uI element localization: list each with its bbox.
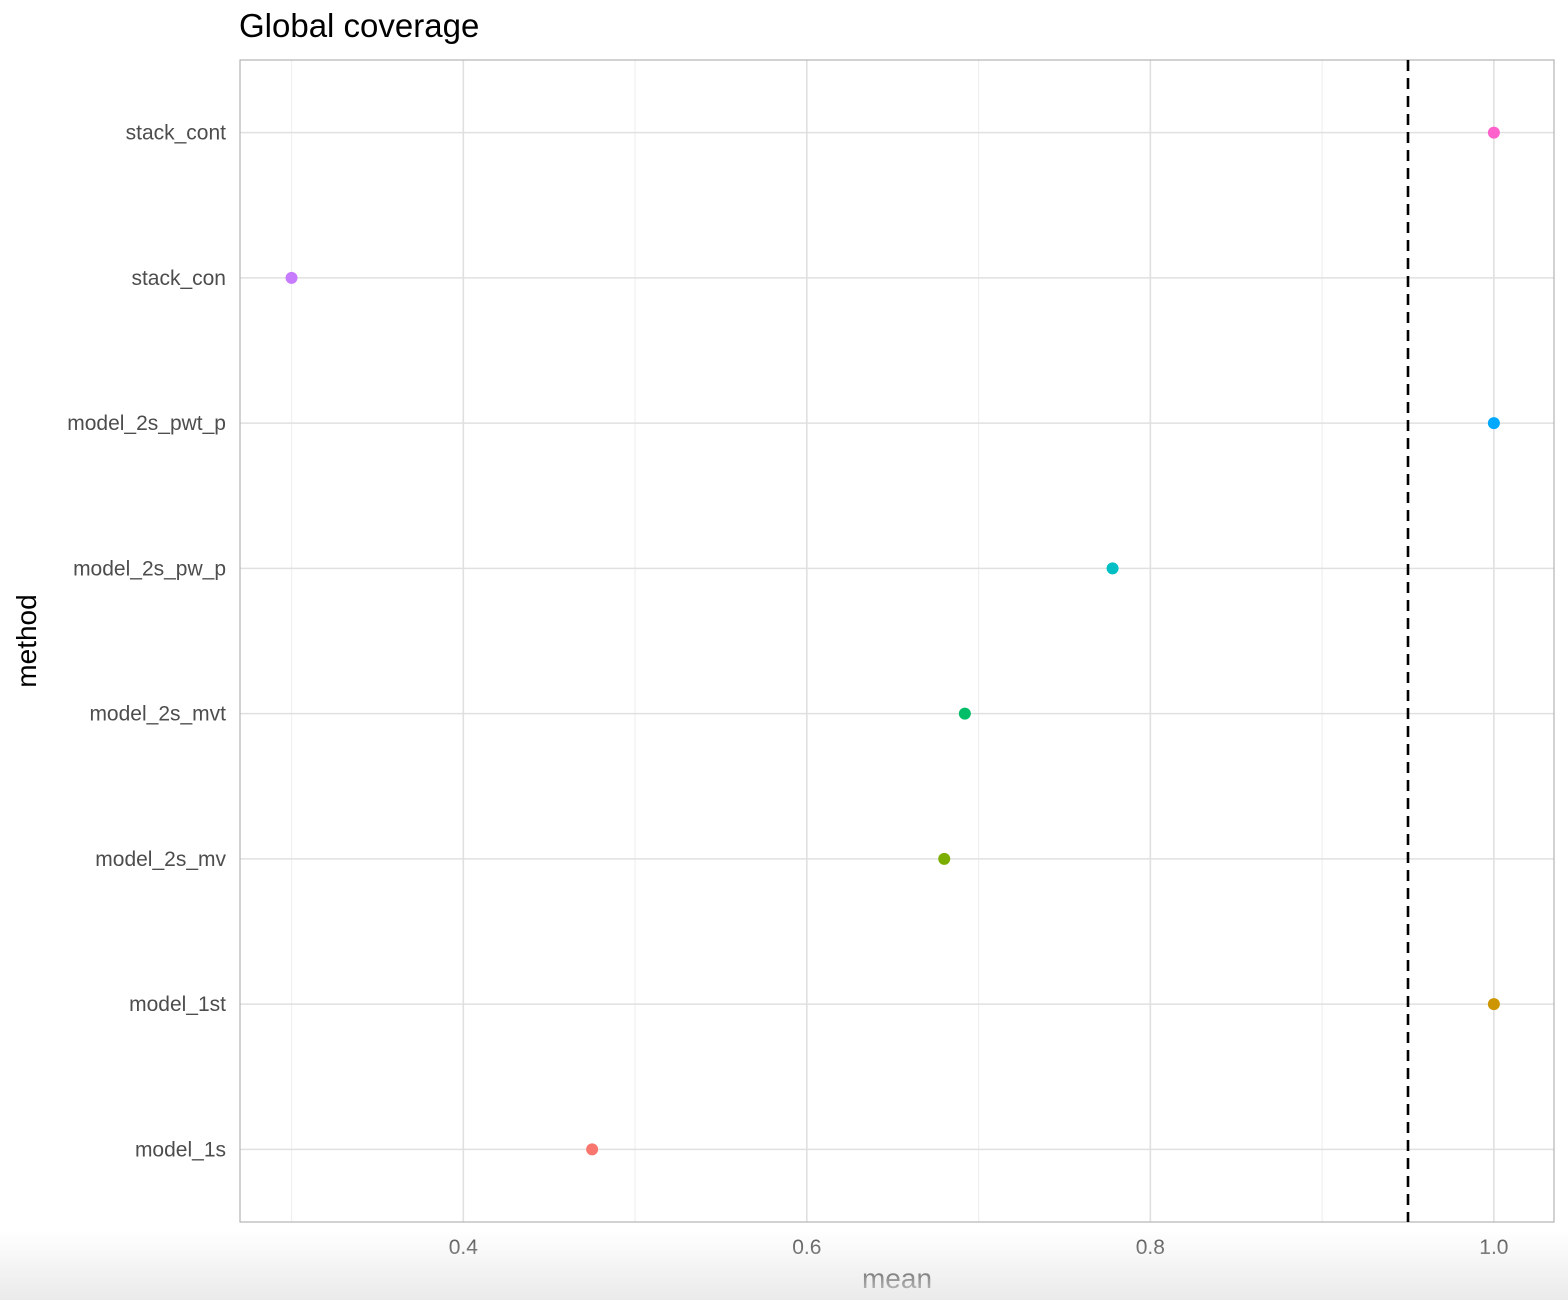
y-tick-label: stack_con xyxy=(131,267,226,290)
x-tick-labels: 0.4 0.6 0.8 1.0 xyxy=(449,1236,1509,1259)
grid-layer xyxy=(240,60,1554,1222)
data-point-stack-con xyxy=(285,271,298,284)
data-point-model-1st xyxy=(1487,998,1500,1011)
x-tick-label: 0.8 xyxy=(1136,1236,1165,1259)
x-tick-label: 1.0 xyxy=(1479,1236,1508,1259)
chart-title: Global coverage xyxy=(239,7,479,44)
x-tick-label: 0.4 xyxy=(449,1236,479,1259)
data-point-model-2s-mvt xyxy=(958,707,971,720)
y-tick-label: model_2s_pwt_p xyxy=(67,412,226,435)
data-point-stack-cont xyxy=(1487,126,1500,139)
point-layer xyxy=(285,126,1500,1156)
data-point-model-1s xyxy=(586,1143,599,1156)
y-tick-labels: model_1s model_1st model_2s_mv model_2s_mvt… xyxy=(67,122,226,1162)
x-axis-label: mean xyxy=(862,1263,932,1294)
x-tick-label: 0.6 xyxy=(792,1236,821,1259)
y-tick-label: model_1s xyxy=(135,1138,226,1161)
y-tick-label: model_2s_mv xyxy=(95,848,226,871)
plot-border xyxy=(239,59,1555,1223)
y-axis-label: method xyxy=(11,594,42,687)
y-tick-label: stack_cont xyxy=(126,122,227,145)
data-point-model-2s-pw-p xyxy=(1106,562,1119,575)
data-point-model-2s-mv xyxy=(938,852,951,865)
y-tick-label: model_2s_mvt xyxy=(89,703,226,726)
data-point-model-2s-pwt-p xyxy=(1487,417,1500,430)
y-tick-label: model_2s_pw_p xyxy=(73,557,226,580)
y-tick-label: model_1st xyxy=(129,993,226,1016)
